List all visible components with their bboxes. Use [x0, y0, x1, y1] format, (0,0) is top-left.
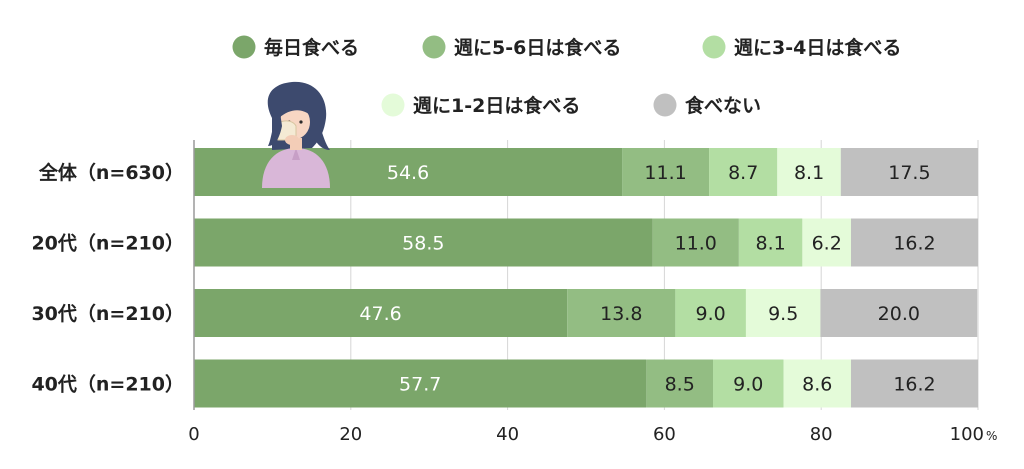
bar-segment — [567, 289, 676, 337]
bar-segment — [777, 148, 841, 196]
bar-segment — [850, 359, 978, 408]
bar-segment — [850, 218, 978, 267]
bar-segment — [783, 359, 851, 408]
bar-segment — [820, 289, 978, 337]
x-tick-label: 60 — [653, 424, 676, 445]
data-label: 16.2 — [893, 233, 935, 255]
bar-segment — [194, 289, 568, 337]
data-label: 8.5 — [665, 374, 695, 396]
category-label: 全体（n=630） — [38, 161, 184, 184]
legend-label: 週に1-2日は食べる — [413, 94, 580, 117]
x-tick-label: 80 — [810, 424, 833, 445]
legend-swatch — [232, 35, 256, 59]
bar-segment — [194, 359, 647, 408]
bar-segment — [622, 148, 710, 196]
legend-swatch — [381, 93, 405, 117]
data-label: 13.8 — [600, 303, 642, 325]
woman-eating-bread-icon — [262, 81, 330, 188]
data-label: 6.2 — [812, 233, 842, 255]
data-labels: 54.6 11.1 8.7 8.1 17.5 58.5 11.0 8.1 6.2 16.2 47.6… — [359, 162, 935, 396]
data-label: 8.1 — [794, 162, 824, 184]
data-label: 54.6 — [387, 162, 429, 184]
x-tick-label: 40 — [496, 424, 519, 445]
legend-label: 毎日食べる — [264, 36, 359, 59]
bar-segment — [675, 289, 746, 337]
legend-swatch — [653, 93, 677, 117]
data-label: 9.0 — [696, 303, 726, 325]
bar-group — [194, 148, 978, 408]
bar-segment — [802, 218, 851, 267]
data-label: 58.5 — [402, 233, 444, 255]
x-unit-label: % — [986, 429, 997, 443]
bar-segment — [745, 289, 821, 337]
data-label: 8.6 — [802, 374, 832, 396]
data-label: 9.0 — [733, 374, 763, 396]
data-label: 57.7 — [399, 374, 441, 396]
bar-segment — [709, 148, 778, 196]
data-label: 8.7 — [728, 162, 758, 184]
data-label: 20.0 — [878, 303, 920, 325]
x-tick-label: 0 — [188, 424, 199, 445]
category-label: 30代（n=210） — [31, 302, 184, 325]
legend-swatch — [702, 35, 726, 59]
bar-segment — [840, 148, 978, 196]
axes: 全体（n=630） 20代（n=210） 30代（n=210） 40代（n=210） 0… — [31, 140, 997, 445]
x-tick-label: 100 — [950, 424, 984, 445]
bar-segment — [713, 359, 784, 408]
data-label: 16.2 — [893, 374, 935, 396]
data-label: 8.1 — [756, 233, 786, 255]
bar-segment — [652, 218, 739, 267]
x-tick-label: 20 — [339, 424, 362, 445]
data-label: 17.5 — [888, 162, 930, 184]
legend-label: 週に5-6日は食べる — [454, 36, 621, 59]
data-label: 9.5 — [768, 303, 798, 325]
category-label: 40代（n=210） — [31, 373, 184, 396]
legend-label: 食べない — [685, 94, 761, 117]
bar-segment — [646, 359, 714, 408]
legend-swatch — [422, 35, 446, 59]
category-label: 20代（n=210） — [31, 232, 184, 255]
bar-segment — [194, 218, 653, 267]
data-label: 11.1 — [644, 162, 686, 184]
data-label: 11.0 — [675, 233, 717, 255]
data-label: 47.6 — [359, 303, 401, 325]
legend-label: 週に3-4日は食べる — [734, 36, 901, 59]
bar-segment — [738, 218, 803, 267]
